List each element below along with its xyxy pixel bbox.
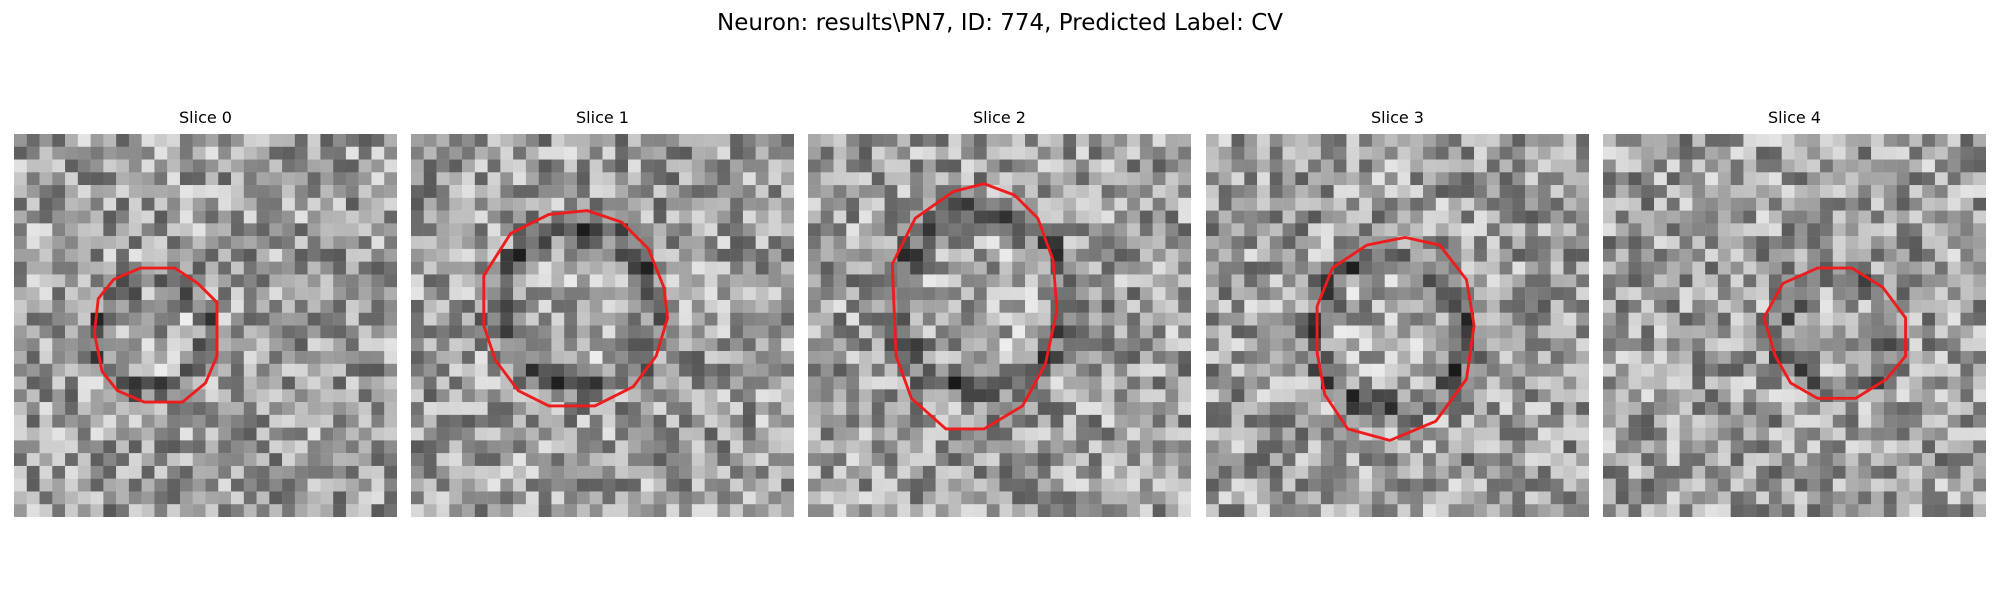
slice-image-0 [14,134,397,517]
slice-title: Slice 3 [1371,108,1424,127]
slice-panel-4: Slice 4 [1603,106,1986,519]
slice-title: Slice 2 [973,108,1026,127]
slice-pixels [14,134,397,517]
neuron-outline [890,182,1059,431]
slice-image-4 [1603,134,1986,517]
slice-image-3 [1206,134,1589,517]
figure-title: Neuron: results\PN7, ID: 774, Predicted … [717,10,1283,36]
neuron-outline [1315,235,1476,442]
slice-title: Slice 0 [179,108,232,127]
slice-panel-1: Slice 1 [411,106,794,519]
neuron-outline [92,266,219,404]
slice-pixels [1206,134,1589,517]
slice-pixels [411,134,794,517]
neuron-outline [482,209,670,408]
slice-title: Slice 1 [576,108,629,127]
slice-panel-0: Slice 0 [14,106,397,519]
slice-panel-2: Slice 2 [808,106,1191,519]
slice-image-2 [808,134,1191,517]
slice-title: Slice 4 [1768,108,1821,127]
slice-panel-3: Slice 3 [1206,106,1589,519]
slice-pixels [1603,134,1986,517]
neuron-outline [1762,266,1908,400]
slice-pixels [808,134,1191,517]
slice-image-1 [411,134,794,517]
